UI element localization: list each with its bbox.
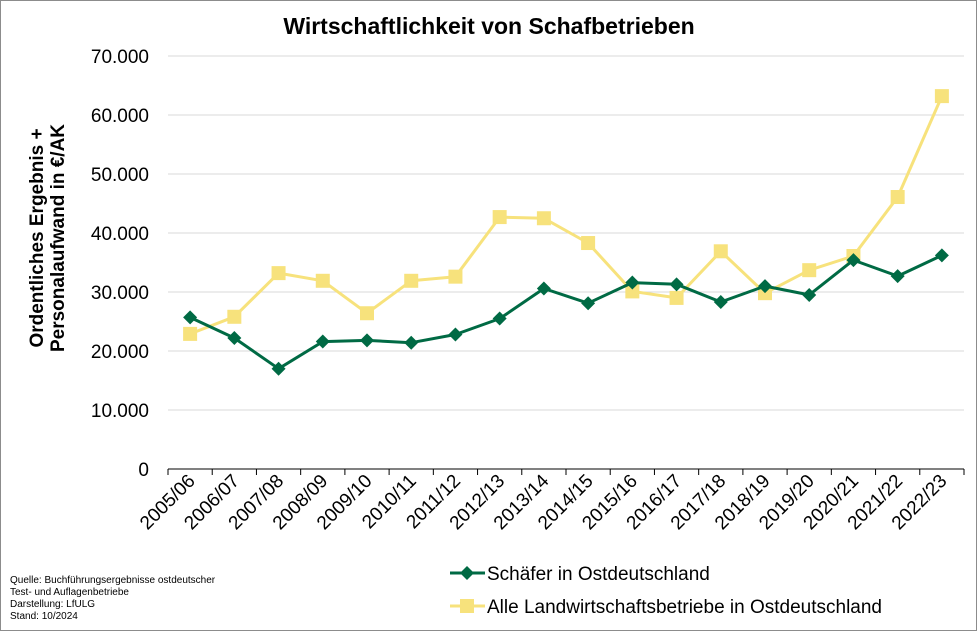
y-tick-label: 70.000 [91,47,149,68]
data-point [315,334,330,349]
y-tick-label: 50.000 [91,165,149,186]
data-point [581,236,596,251]
x-tick-labels: 2005/062006/072007/082008/092009/102010/… [136,470,951,534]
data-point [404,335,419,350]
series-alle [183,89,949,341]
data-point [846,253,861,268]
y-tick-labels: 0 10.000 20.000 30.000 40.000 50.000 60.000 70.… [91,47,149,481]
data-point [802,263,817,278]
data-point [625,284,640,299]
y-axis-label-line-2: Personalaufwand in €/AK [48,124,69,352]
data-point [758,286,772,301]
data-point [758,279,772,294]
y-tick-label: 20.000 [91,342,149,363]
series-line [189,95,944,336]
data-point [183,326,198,341]
y-tick-label: 60.000 [91,106,149,127]
data-point [360,306,374,321]
data-point [492,311,507,326]
legend-item-alle: Alle Landwirtschaftsbetriebe in Ostdeuts… [450,597,882,618]
source-line-4: Stand: 10/2024 [10,611,78,622]
data-point [448,269,463,284]
data-point [271,361,286,376]
data-point [934,248,949,263]
axes [167,468,965,475]
data-point [183,310,198,325]
y-tick-label: 40.000 [91,224,149,245]
data-point [625,275,640,290]
source-line-1: Quelle: Buchführungsergebnisse ostdeutsc… [10,575,216,586]
data-point [536,211,551,226]
data-point [227,331,242,346]
data-point [669,277,684,292]
legend-marker-schaefer [460,566,474,580]
data-point [713,295,728,310]
series [183,89,949,376]
data-point [227,309,242,324]
source-line-3: Darstellung: LfULG [10,599,96,610]
y-tick-label: 30.000 [91,283,149,304]
legend-item-schaefer: Schäfer in Ostdeutschland [450,564,710,585]
y-tick-label: 0 [138,460,149,481]
source-line-2: Test- und Auflagenbetriebe [10,587,129,598]
data-point [934,89,949,104]
data-point [669,290,684,305]
y-axis-label-line-1: Ordentliches Ergebnis + [27,128,48,347]
legend: Schäfer in Ostdeutschland Alle Landwirts… [450,564,882,618]
data-point [802,287,817,302]
y-tick-label: 10.000 [91,401,149,422]
data-point [581,296,596,311]
legend-label-schaefer: Schäfer in Ostdeutschland [487,564,710,585]
data-point [404,273,419,288]
gridlines [168,55,964,411]
data-point [890,269,905,284]
chart-title: Wirtschaftlichkeit von Schafbetrieben [283,13,694,39]
data-point [713,244,728,259]
series-line [189,254,943,371]
data-point [360,333,374,348]
legend-label-alle: Alle Landwirtschaftsbetriebe in Ostdeuts… [487,597,882,618]
data-point [271,266,286,281]
data-point [536,281,551,296]
data-point [315,273,330,288]
data-point [448,327,463,342]
legend-marker-alle [460,599,474,613]
source-note: Quelle: Buchführungsergebnisse ostdeutsc… [10,575,215,623]
y-axis-label: Ordentliches Ergebnis + Personalaufwand … [27,124,69,352]
data-point [492,210,507,225]
series-schaefer [183,248,949,376]
data-point [890,190,905,205]
